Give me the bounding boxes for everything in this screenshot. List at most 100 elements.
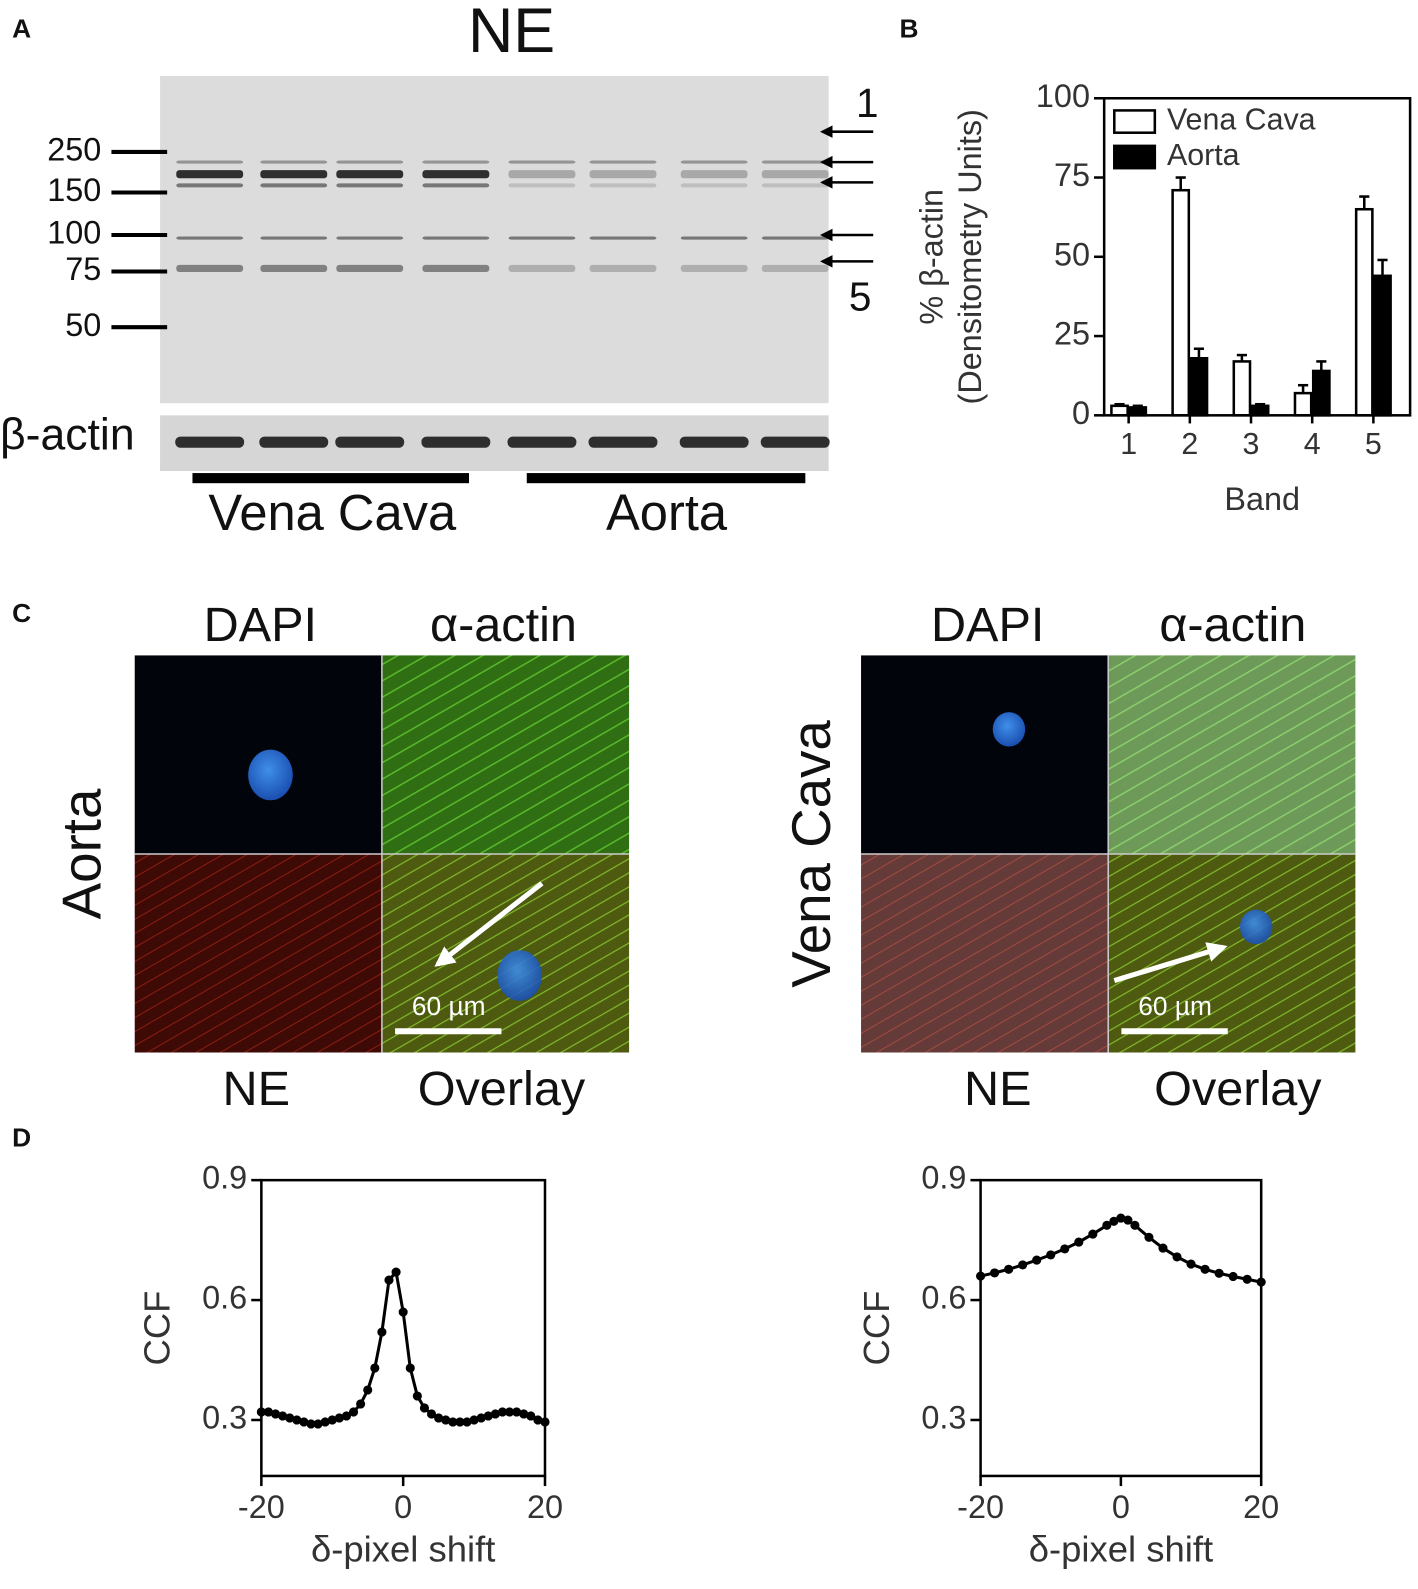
column-label: Overlay [1154, 1062, 1322, 1116]
micrographs: 60 µm DAPI NE α-actin Overlay Aorta 60 µm DAPI N… [51, 598, 1356, 1116]
point [285, 1413, 295, 1423]
panel-label: D [12, 1123, 31, 1153]
point [512, 1407, 522, 1417]
point [356, 1399, 366, 1409]
blot-band [680, 236, 748, 240]
blot-band [176, 264, 244, 272]
point [348, 1407, 359, 1417]
point [448, 1417, 458, 1427]
nucleus [992, 712, 1026, 747]
panel-label: A [12, 13, 31, 43]
blot-band [336, 264, 404, 272]
blot-band [761, 170, 829, 179]
y-tick-label: 0 [1072, 395, 1090, 431]
point [1102, 1220, 1112, 1230]
marker-label: 50 [65, 307, 101, 343]
x-tick-label: 5 [1365, 427, 1382, 461]
y-tick-label: 0.3 [921, 1400, 966, 1436]
column-label: DAPI [931, 598, 1044, 652]
x-tick-label: 4 [1304, 427, 1321, 461]
blot-band [680, 183, 748, 188]
y-axis-label: CCF [856, 1291, 897, 1366]
y-tick-label: 25 [1054, 316, 1090, 352]
y-tick-label: 0.9 [202, 1160, 247, 1196]
point [1004, 1264, 1014, 1274]
actin-image [1108, 655, 1356, 854]
blot-band [680, 264, 748, 272]
x-tick-label: 20 [1243, 1489, 1279, 1525]
point [398, 1307, 408, 1317]
x-tick-label: 0 [1112, 1489, 1130, 1525]
actin-band [679, 436, 749, 448]
point [1256, 1277, 1266, 1287]
loading-label: β-actin [0, 410, 135, 459]
point [263, 1407, 274, 1417]
overlay-image [1108, 853, 1356, 1053]
marker-label: 100 [47, 215, 101, 251]
point [256, 1407, 266, 1417]
x-tick-label: 20 [527, 1489, 563, 1525]
lanes [175, 160, 830, 448]
bar [1110, 404, 1129, 417]
blot-band [176, 236, 244, 240]
blot-band [761, 160, 829, 164]
group-bar [526, 473, 806, 484]
plot-frame [979, 1178, 1263, 1478]
blot-band [508, 264, 576, 272]
blot-band [422, 264, 490, 272]
row-label: Aorta [51, 788, 113, 919]
blot-band [260, 264, 328, 272]
point [1242, 1274, 1252, 1284]
point [469, 1415, 479, 1425]
point [441, 1415, 451, 1425]
panel-label: B [900, 13, 919, 43]
band-number: 1 [856, 80, 879, 126]
point [419, 1403, 430, 1413]
column-label: NE [223, 1062, 291, 1116]
bar [1293, 391, 1313, 417]
point [476, 1413, 486, 1423]
column-label: DAPI [204, 598, 317, 652]
point [1158, 1243, 1168, 1253]
group-bar [192, 473, 470, 484]
point [426, 1409, 437, 1419]
point [412, 1391, 422, 1401]
point [1144, 1232, 1154, 1242]
blot-band [422, 160, 490, 164]
point [1060, 1244, 1070, 1254]
point [990, 1268, 1000, 1278]
point [540, 1417, 550, 1427]
blot-band [336, 236, 404, 240]
point [533, 1415, 543, 1425]
ne-image [134, 853, 382, 1053]
bar [1171, 188, 1191, 417]
point [391, 1267, 401, 1277]
blot-band [260, 160, 328, 164]
blot-band [176, 170, 244, 179]
blot-band [680, 170, 748, 179]
actin-band [507, 436, 577, 448]
group-label: Aorta [606, 484, 728, 541]
band-number: 5 [849, 274, 872, 320]
y-tick-label: 0.9 [921, 1160, 966, 1196]
blot-band [589, 183, 657, 188]
blot-band [422, 236, 490, 240]
marker-label: 150 [47, 172, 101, 208]
marker-label: 250 [47, 132, 101, 168]
point [299, 1417, 309, 1427]
blot-band [422, 183, 490, 188]
panel-label: C [12, 598, 31, 628]
legend-label: Vena Cava [1167, 103, 1316, 137]
y-tick-label: 100 [1036, 78, 1090, 114]
legend-swatch [1113, 109, 1157, 134]
blot-band [508, 160, 576, 164]
band-arrows [820, 125, 874, 268]
line [261, 1268, 546, 1426]
point [405, 1363, 415, 1373]
point [1186, 1259, 1196, 1269]
point [1200, 1264, 1210, 1274]
x-tick-label: 0 [394, 1489, 412, 1525]
blot-band [336, 160, 404, 164]
